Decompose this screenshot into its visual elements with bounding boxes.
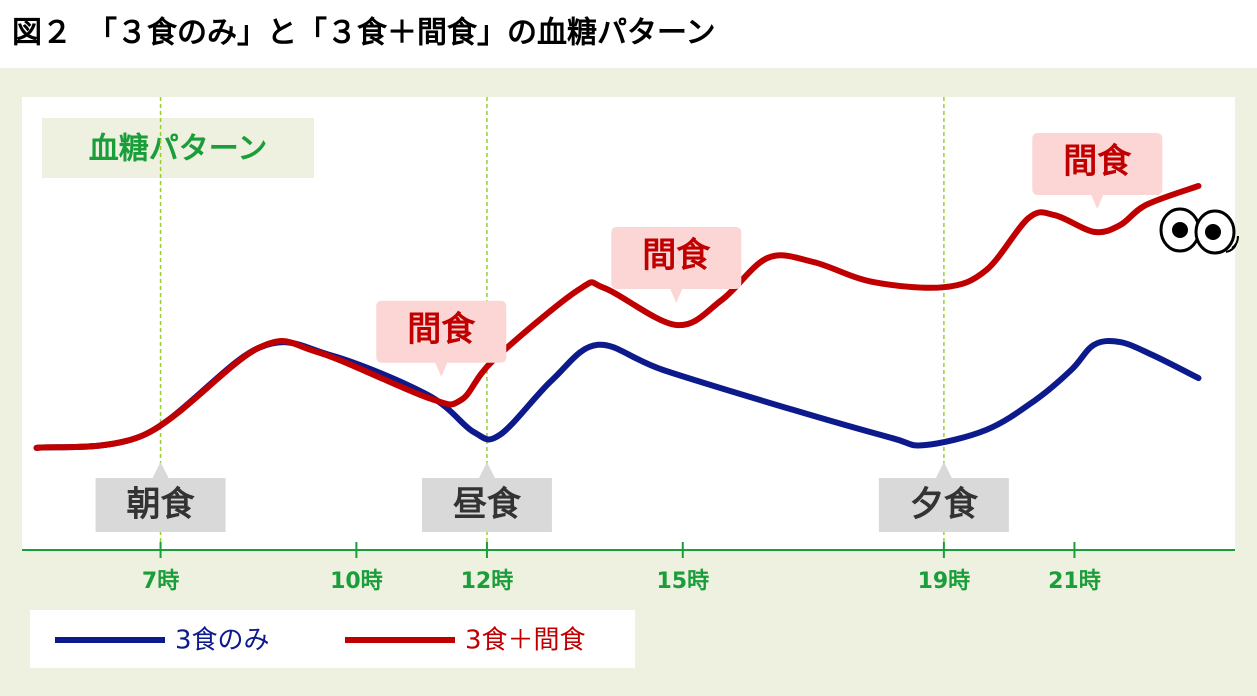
- x-tick-label: 10時: [330, 569, 383, 594]
- x-tick-label: 15時: [656, 569, 709, 594]
- x-tick-label: 21時: [1048, 569, 1101, 594]
- legend-label: 3食のみ: [175, 626, 270, 656]
- x-tick-label: 19時: [918, 569, 971, 594]
- snack-label: 間食: [642, 236, 711, 276]
- meal-label: 昼食: [453, 485, 522, 525]
- meal-callout: [421, 462, 552, 532]
- x-tick-label: 12時: [461, 569, 514, 594]
- subtitle-box: [42, 118, 314, 178]
- snack-label: 間食: [1063, 142, 1132, 182]
- legend-label: 3食＋間食: [465, 626, 586, 656]
- subtitle: 血糖パターン: [89, 132, 268, 167]
- x-tick-label: 7時: [142, 569, 179, 594]
- meal-callout: [878, 462, 1009, 532]
- snack-callout: [611, 227, 742, 303]
- meal-label: 夕食: [910, 485, 979, 525]
- meal-callout: [95, 462, 226, 532]
- chart-title: 図２ 「３食のみ」と「３食＋間食」の血糖パターン: [12, 16, 716, 51]
- snack-callout: [376, 300, 507, 377]
- snack-label: 間食: [407, 309, 476, 349]
- eyes-icon: [1159, 207, 1239, 255]
- meal-label: 朝食: [127, 485, 196, 525]
- snack-callout: [1032, 133, 1163, 210]
- series-line: [33, 182, 1202, 451]
